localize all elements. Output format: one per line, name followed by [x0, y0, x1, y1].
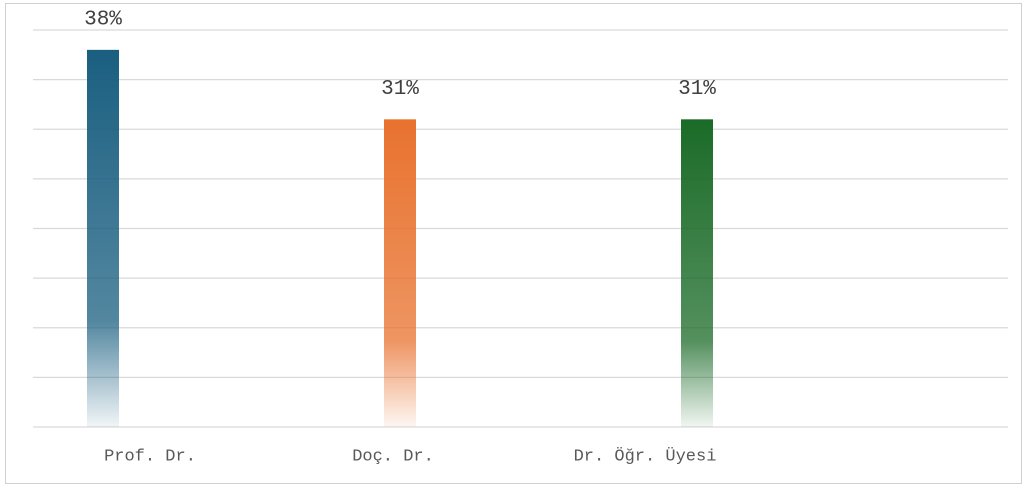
bar [384, 119, 416, 427]
value-label: 31% [381, 78, 419, 101]
bar [87, 49, 119, 427]
value-label: 38% [84, 8, 122, 31]
x-tick-label: Prof. Dr. [104, 447, 196, 466]
chart-frame [5, 3, 1022, 484]
bar [681, 119, 713, 427]
value-label: 31% [678, 78, 716, 101]
x-tick-label: Dr. Öğr. Üyesi [574, 446, 717, 466]
x-tick-label: Doç. Dr. [352, 447, 434, 466]
